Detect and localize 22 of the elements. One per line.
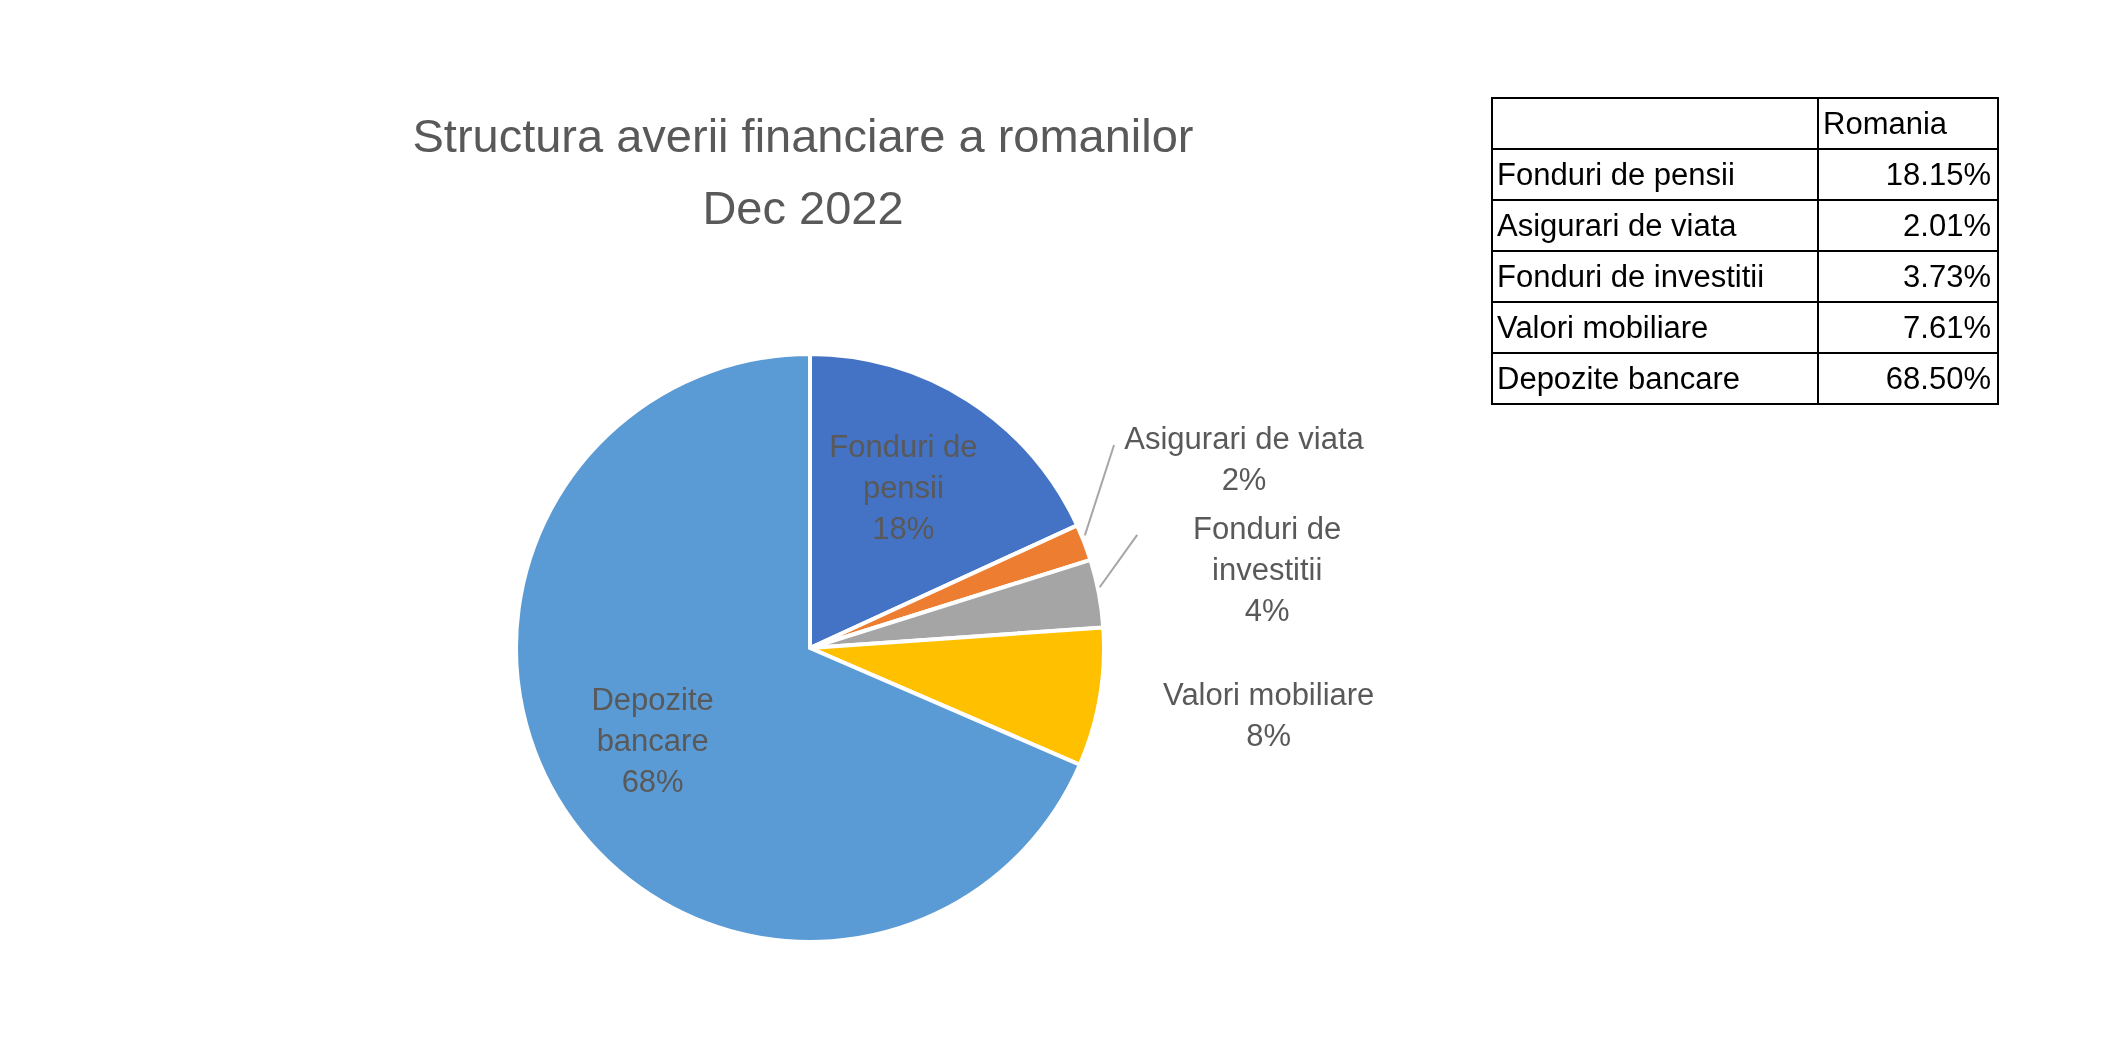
- category-label: Valori mobiliare: [1497, 309, 1709, 345]
- text: 3.73%: [1818, 251, 1998, 302]
- text: 68%: [621, 764, 684, 800]
- text: Structura averii financiare a romanilor Dec 2022: [411, 108, 1195, 236]
- category-label: Depozite bancare: [1497, 360, 1740, 396]
- category-label: Asigurari de viata: [1497, 207, 1737, 243]
- text: 7.61%: [1818, 302, 1998, 353]
- legend-label: Fonduri de investitii: [1193, 511, 1342, 588]
- slice-label: Depozite bancare: [591, 682, 714, 759]
- text: 4%: [1244, 593, 1290, 629]
- category-label: Fonduri de investitii: [1497, 258, 1765, 294]
- text: 2.01%: [1818, 200, 1998, 251]
- text: 8%: [1246, 718, 1292, 754]
- slice-label: Asigurari de viata: [1124, 421, 1365, 457]
- category-label: Fonduri de pensii: [1497, 156, 1735, 192]
- text: 2%: [1221, 462, 1267, 498]
- text: 68.50%: [1818, 353, 1998, 404]
- slice-label: Romania: [1818, 98, 1998, 149]
- slice-label: Valori mobiliare: [1163, 677, 1375, 713]
- text: 18%: [872, 510, 935, 546]
- text: 18.15%: [1818, 149, 1998, 200]
- slice-label: Fonduri de pensii: [829, 428, 978, 505]
